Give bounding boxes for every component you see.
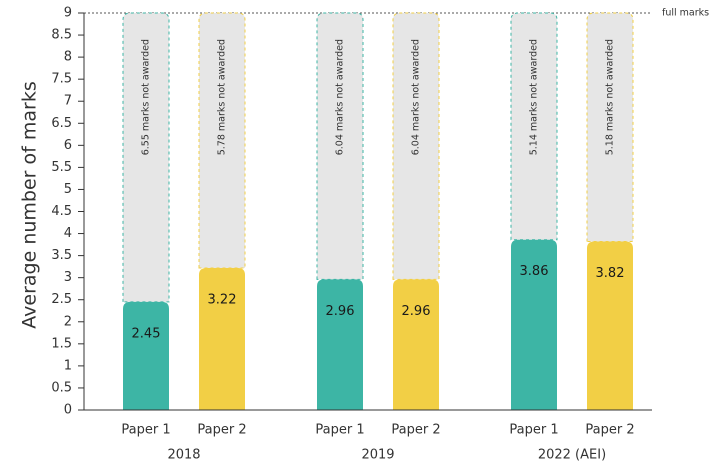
group-label: 2019 [361,448,394,463]
not-awarded-bar [510,12,558,241]
y-tick-label: 4 [64,226,72,241]
not-awarded-bar [392,12,440,280]
bar [123,301,169,410]
value-label: 2.96 [402,304,431,319]
y-tick-label: 5 [64,182,72,197]
y-tick-label: 7 [64,94,72,109]
y-tick-label: 3 [64,270,72,285]
full-marks-label: full marks [662,8,709,19]
x-tick-label: Paper 2 [585,423,634,438]
y-tick-label: 5.5 [51,160,72,175]
value-label: 3.22 [208,292,237,307]
y-tick-label: 4.5 [51,204,72,219]
bar [393,279,439,410]
y-tick-label: 2.5 [51,292,72,307]
not-awarded-label: 5.14 marks not awarded [529,39,540,155]
group-label: 2022 (AEI) [538,448,606,463]
bar [317,279,363,410]
not-awarded-label: 5.78 marks not awarded [217,39,228,155]
value-label: 2.45 [132,326,161,341]
y-tick-label: 9 [64,6,72,21]
y-tick-label: 6.5 [51,116,72,131]
x-tick-label: Paper 1 [121,423,170,438]
y-tick-label: 1 [64,358,72,373]
not-awarded-label: 6.04 marks not awarded [335,39,346,155]
y-tick-label: 0 [64,403,72,418]
value-label: 2.96 [326,304,355,319]
y-tick-label: 2 [64,314,72,329]
x-tick-label: Paper 2 [197,423,246,438]
y-tick-label: 3.5 [51,248,72,263]
y-tick-label: 8 [64,50,72,65]
not-awarded-bar [198,12,246,269]
y-tick-label: 8.5 [51,28,72,43]
y-tick-label: 7.5 [51,72,72,87]
bar [199,267,245,410]
bar [587,241,633,410]
not-awarded-bar [586,12,634,242]
group-label: 2018 [167,448,200,463]
not-awarded-bar [316,12,364,280]
y-tick-label: 1.5 [51,336,72,351]
value-label: 3.86 [520,264,549,279]
x-tick-label: Paper 2 [391,423,440,438]
x-tick-label: Paper 1 [315,423,364,438]
value-label: 3.82 [596,266,625,281]
not-awarded-label: 6.55 marks not awarded [141,39,152,155]
y-tick-label: 0.5 [51,380,72,395]
y-tick-label: 6 [64,138,72,153]
x-tick-label: Paper 1 [509,423,558,438]
y-axis-title: Average number of marks [19,81,41,328]
not-awarded-bar [122,12,170,303]
not-awarded-label: 5.18 marks not awarded [605,39,616,155]
not-awarded-label: 6.04 marks not awarded [411,39,422,155]
bar [511,239,557,410]
